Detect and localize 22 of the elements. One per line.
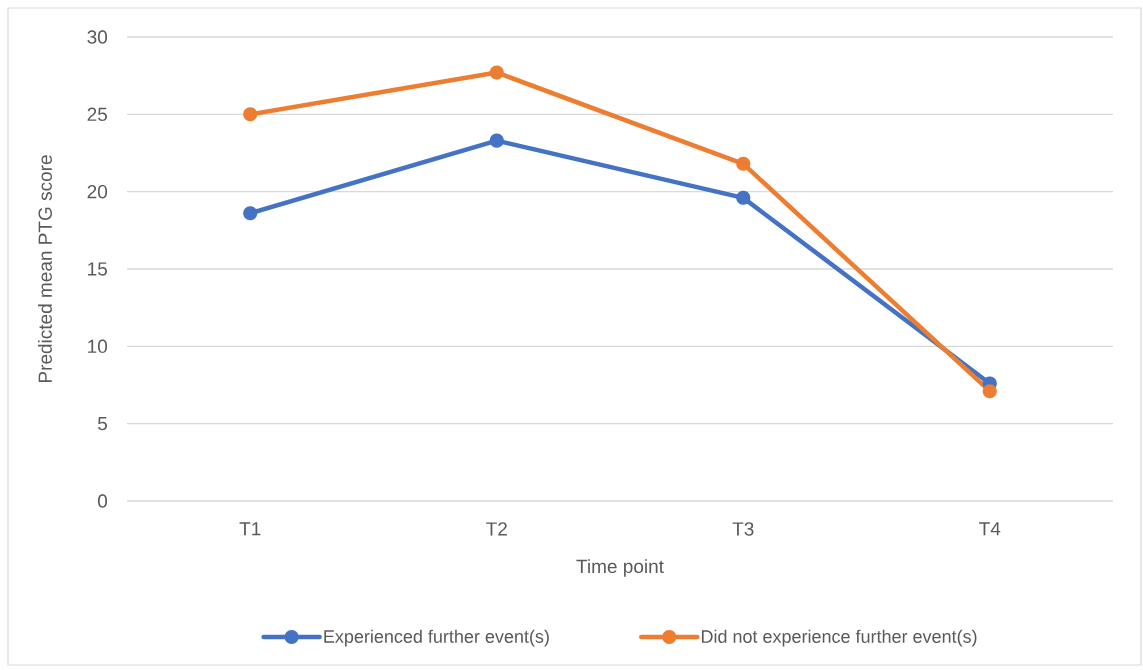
point (243, 107, 258, 122)
y-tick-label: 20 (87, 184, 108, 199)
y-tick-label: 25 (87, 107, 107, 122)
y-tick-label: 30 (87, 30, 108, 44)
legend-label: Experienced further event(s) (324, 629, 549, 647)
y-tick-label: 0 (97, 494, 108, 508)
y-tick-label: 10 (88, 339, 108, 354)
x-axis-title: Time point (576, 559, 664, 577)
x-tick-label: T4 (979, 522, 1001, 536)
y-tick-label: 15 (88, 262, 107, 276)
x-tick-label: T1 (239, 522, 261, 536)
point (489, 65, 504, 80)
point (243, 206, 258, 221)
point (736, 190, 751, 205)
point (736, 156, 751, 171)
x-tick-label: T3 (732, 522, 754, 536)
x-tick-label: T2 (486, 522, 507, 536)
point (982, 384, 997, 399)
y-axis-title: Predicted mean PTG score (37, 155, 52, 383)
y-tick-label: 5 (97, 417, 108, 431)
legend-label: Did not experience further event(s) (701, 629, 977, 647)
point (489, 133, 504, 148)
